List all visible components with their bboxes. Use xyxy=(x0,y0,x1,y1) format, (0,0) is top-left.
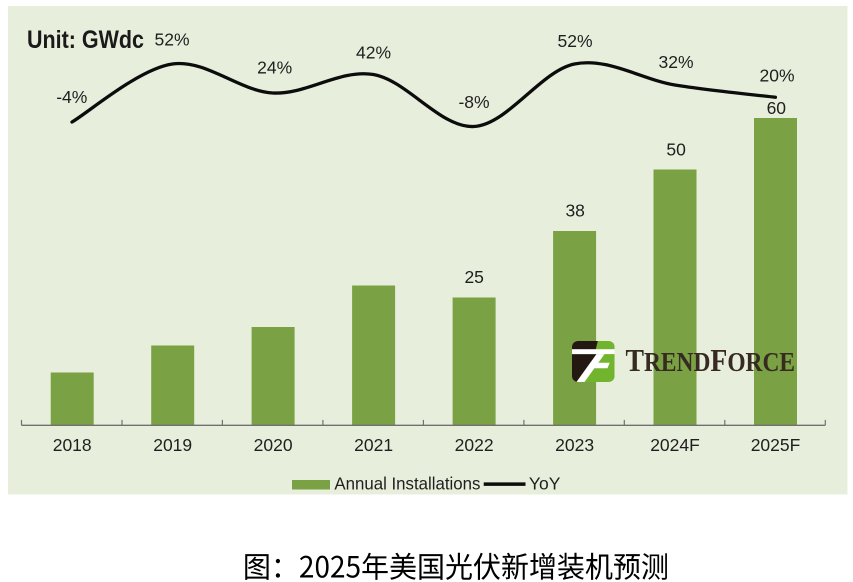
svg-text:2025F: 2025F xyxy=(751,435,801,455)
svg-text:42%: 42% xyxy=(356,43,391,63)
svg-text:2022: 2022 xyxy=(455,435,494,455)
svg-text:24%: 24% xyxy=(257,58,292,78)
svg-text:TRENDFORCE: TRENDFORCE xyxy=(626,342,796,378)
svg-text:2023: 2023 xyxy=(555,435,594,455)
svg-text:20%: 20% xyxy=(759,65,794,85)
svg-text:25: 25 xyxy=(464,267,483,287)
svg-text:38: 38 xyxy=(565,201,584,221)
svg-text:50: 50 xyxy=(666,139,686,159)
svg-text:2021: 2021 xyxy=(354,435,393,455)
svg-text:2019: 2019 xyxy=(153,435,192,455)
svg-text:YoY: YoY xyxy=(529,474,561,494)
svg-text:-8%: -8% xyxy=(458,92,489,112)
svg-text:52%: 52% xyxy=(557,31,592,51)
svg-text:Unit: GWdc: Unit: GWdc xyxy=(27,26,144,54)
svg-text:32%: 32% xyxy=(658,52,693,72)
svg-text:2020: 2020 xyxy=(254,435,293,455)
svg-text:-4%: -4% xyxy=(56,87,87,107)
svg-text:2018: 2018 xyxy=(53,435,92,455)
svg-text:60: 60 xyxy=(767,98,787,118)
svg-text:2024F: 2024F xyxy=(650,435,700,455)
svg-text:Annual Installations: Annual Installations xyxy=(334,474,480,494)
svg-text:52%: 52% xyxy=(154,29,189,49)
